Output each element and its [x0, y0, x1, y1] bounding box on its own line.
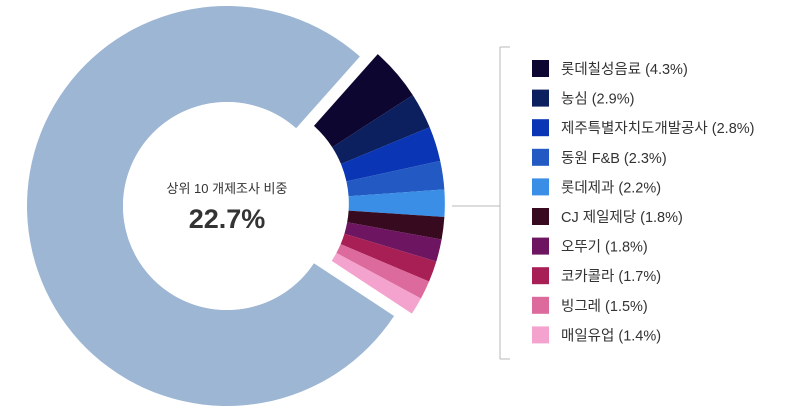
- center-value: 22.7%: [189, 204, 266, 234]
- slice-others: [27, 5, 395, 406]
- slice-5: [348, 189, 445, 218]
- legend-label-7: 오뚜기 (1.8%): [561, 239, 648, 256]
- legend-label-4: 동원 F&B (2.3%): [561, 150, 667, 167]
- legend-swatch-7: [532, 237, 549, 255]
- slice-2: [332, 95, 430, 164]
- slice-6: [347, 210, 445, 240]
- legend-swatch-9: [532, 296, 549, 314]
- legend: 롯데칠성음료 (4.3%) 농심 (2.9%) 제주특별자치도개발공사 (2.8%)…: [532, 60, 754, 344]
- legend-label-8: 코카콜라 (1.7%): [561, 268, 661, 285]
- legend-label-5: 롯데제과 (2.2%): [561, 179, 661, 196]
- legend-label-2: 농심 (2.9%): [561, 91, 634, 108]
- legend-swatch-6: [532, 208, 549, 225]
- legend-swatch-4: [532, 148, 549, 166]
- legend-bracket: [452, 46, 510, 360]
- legend-label-1: 롯데칠성음료 (4.3%): [561, 61, 688, 78]
- legend-label-6: CJ 제일제당 (1.8%): [561, 209, 683, 226]
- legend-label-3: 제주특별자치도개발공사 (2.8%): [561, 120, 754, 137]
- center-label: 상위 10 개제조사 비중: [167, 181, 288, 196]
- legend-swatch-2: [532, 89, 549, 107]
- slice-4: [346, 160, 445, 197]
- slice-10: [331, 252, 421, 314]
- legend-swatch-5: [532, 178, 549, 196]
- slice-8: [340, 233, 437, 282]
- donut-hole: [123, 102, 331, 310]
- slice-3: [340, 127, 441, 182]
- legend-swatch-3: [532, 119, 549, 137]
- legend-label-10: 매일유업 (1.4%): [561, 327, 661, 344]
- slice-9: [336, 244, 430, 299]
- legend-swatch-10: [532, 326, 549, 344]
- slice-7: [344, 222, 442, 262]
- legend-swatch-8: [532, 267, 549, 285]
- legend-swatch-1: [532, 60, 549, 77]
- slice-1: [313, 54, 413, 148]
- legend-label-9: 빙그레 (1.5%): [561, 298, 648, 315]
